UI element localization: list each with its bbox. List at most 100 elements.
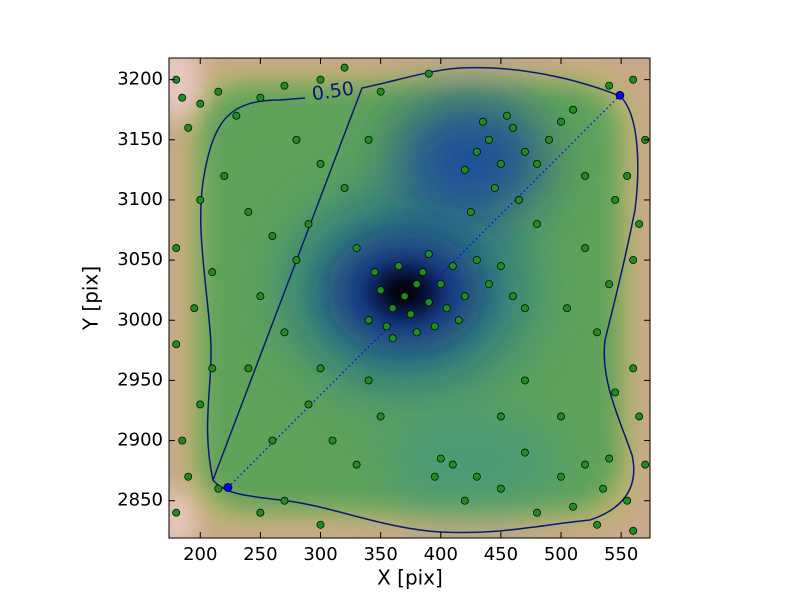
point <box>304 220 313 228</box>
point <box>184 472 193 481</box>
point <box>593 328 602 337</box>
point <box>599 484 608 493</box>
point <box>641 460 650 469</box>
point <box>629 75 638 84</box>
point <box>581 171 590 180</box>
point <box>220 171 229 180</box>
point <box>244 364 253 373</box>
x-tick-label: 400 <box>424 544 458 565</box>
point <box>196 99 205 108</box>
point <box>364 135 373 144</box>
point <box>304 400 313 409</box>
point <box>448 262 457 271</box>
point <box>484 135 493 144</box>
point <box>623 171 632 180</box>
point <box>557 412 565 421</box>
point <box>635 412 644 421</box>
point <box>472 256 481 265</box>
point <box>611 196 620 204</box>
point <box>256 93 265 102</box>
point <box>388 334 397 343</box>
point <box>364 376 373 385</box>
point <box>406 310 415 319</box>
point <box>280 328 289 337</box>
point <box>172 508 181 517</box>
point <box>316 520 325 529</box>
point <box>520 376 529 385</box>
y-tick-label: 3000 <box>117 309 163 330</box>
x-tick-label: 200 <box>183 544 217 565</box>
point <box>178 93 187 102</box>
point <box>520 147 529 156</box>
point <box>581 460 590 469</box>
point <box>448 460 457 469</box>
y-tick-label: 3200 <box>117 69 163 90</box>
point <box>460 496 469 505</box>
point <box>502 111 511 120</box>
point <box>316 75 325 84</box>
point <box>280 496 289 505</box>
y-axis-label: Y [pix] <box>79 266 103 331</box>
point <box>484 280 493 289</box>
x-tick-label: 450 <box>484 544 518 565</box>
point <box>629 526 638 535</box>
point <box>466 208 475 216</box>
point <box>394 262 403 271</box>
point <box>460 292 469 301</box>
point <box>208 268 217 277</box>
point <box>557 472 565 481</box>
point <box>569 105 577 114</box>
point <box>533 220 541 228</box>
point <box>376 412 385 421</box>
contour <box>199 66 639 534</box>
x-tick-label: 550 <box>604 544 638 565</box>
y-tick-label: 3050 <box>117 249 163 270</box>
point <box>605 280 614 289</box>
plot-frame <box>168 57 651 539</box>
point <box>328 436 337 445</box>
point <box>557 117 565 126</box>
point <box>593 520 602 529</box>
point <box>478 117 487 126</box>
point <box>400 292 409 301</box>
point <box>244 208 253 216</box>
point <box>256 292 265 301</box>
point <box>376 286 385 295</box>
point <box>292 256 301 265</box>
x-tick-label: 300 <box>303 544 337 565</box>
point <box>508 123 517 132</box>
point <box>370 268 379 277</box>
point <box>635 220 644 228</box>
point <box>316 364 325 373</box>
point <box>533 508 541 517</box>
y-tick-label: 2950 <box>117 369 163 390</box>
marks <box>172 63 650 535</box>
point <box>496 159 505 168</box>
point <box>545 135 553 144</box>
endpoint <box>223 483 233 492</box>
y-tick-label: 3150 <box>117 129 163 150</box>
point <box>190 304 199 313</box>
point <box>581 244 590 253</box>
point <box>611 388 620 397</box>
point <box>340 63 349 72</box>
point <box>424 298 433 307</box>
point <box>340 183 349 192</box>
x-tick-label: 350 <box>363 544 397 565</box>
point <box>454 316 463 325</box>
point <box>442 304 451 313</box>
point <box>382 322 391 331</box>
point <box>533 159 541 168</box>
y-tick-label: 2850 <box>117 490 163 511</box>
point <box>520 304 529 313</box>
point <box>508 292 517 301</box>
point <box>605 81 614 90</box>
point <box>629 364 638 373</box>
x-axis-label: X [pix] <box>377 566 443 590</box>
point <box>496 412 505 421</box>
density-map <box>169 58 650 538</box>
point <box>436 280 445 289</box>
point <box>364 316 373 325</box>
point <box>172 340 181 349</box>
